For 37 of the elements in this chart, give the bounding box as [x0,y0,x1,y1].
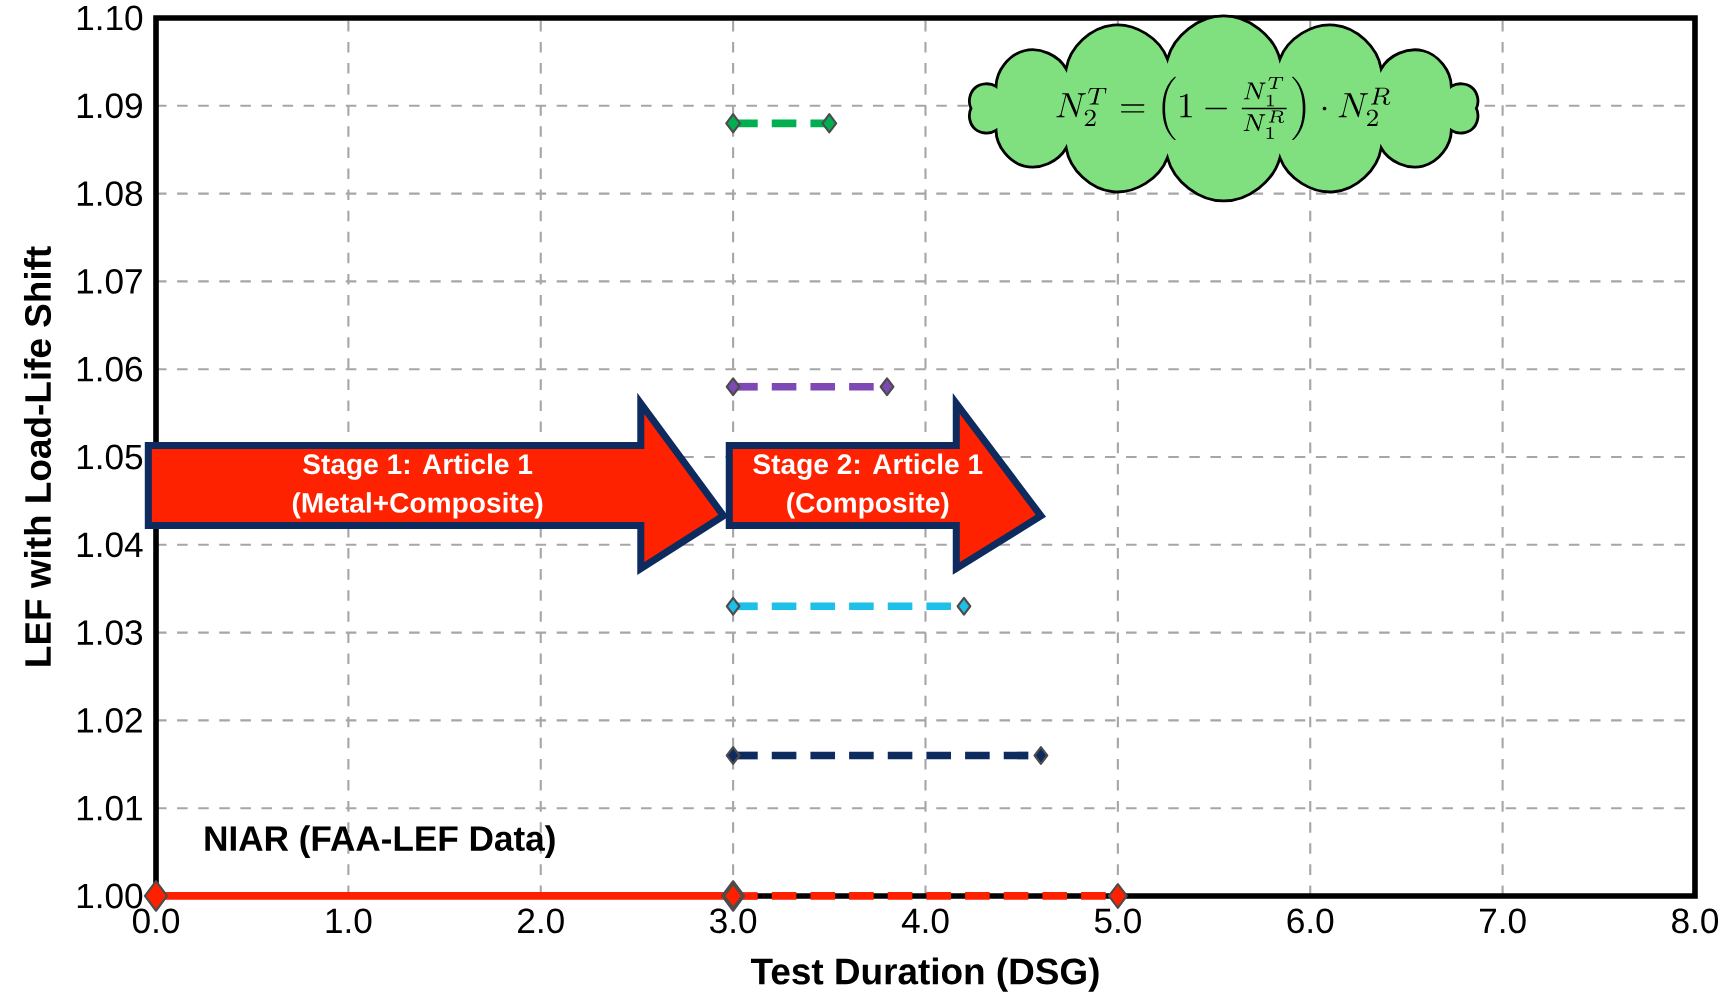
annotation: Stage 2: Article 1 [753,453,983,480]
y-tick-label: 1.04 [77,532,143,558]
x-tick-label: 4.0 [901,908,949,934]
point [725,596,741,616]
annotation: $N_2^T = \left(1-\frac{N_1^T}{N_1^R}\right)\cdot N_2^R$ [1056,76,1391,141]
y-tick-label: 1.01 [77,795,142,821]
annotation: (Composite) [787,492,949,519]
x-tick-label: 1.0 [326,908,372,934]
point [1033,746,1049,765]
annotation: NIAR (FAA-LEF Data) [205,825,555,858]
y-tick-label: 1.00 [77,883,143,909]
point [956,596,972,616]
point [725,113,742,134]
y-axis-title: LEF with Load-Life Shift [23,246,52,666]
x-tick-label: 8.0 [1672,908,1719,934]
y-tick-label: 1.05 [77,444,143,470]
x-tick-label: 3.0 [710,908,757,934]
x-tick-label: 0.0 [132,908,180,934]
x-tick-label: 6.0 [1287,908,1334,934]
point [879,377,895,397]
y-tick-label: 1.09 [77,93,142,119]
point [821,113,838,134]
y-tick-label: 1.02 [77,707,142,733]
x-tick-label: 5.0 [1094,908,1141,934]
y-tick-label: 1.07 [77,268,142,294]
y-tick-label: 1.08 [77,181,143,207]
point [725,746,741,765]
point [725,377,741,397]
y-tick-label: 1.03 [77,620,143,646]
point [1107,882,1128,909]
y-tick-label: 1.06 [77,356,143,382]
x-axis-title: Test Duration (DSG) [750,957,1099,992]
annotation: Stage 1: Article 1 [303,453,533,480]
y-tick-label: 1.10 [77,5,143,31]
x-tick-label: 7.0 [1480,908,1526,934]
annotation: (Metal+Composite) [292,492,543,519]
x-tick-label: 2.0 [518,908,564,934]
